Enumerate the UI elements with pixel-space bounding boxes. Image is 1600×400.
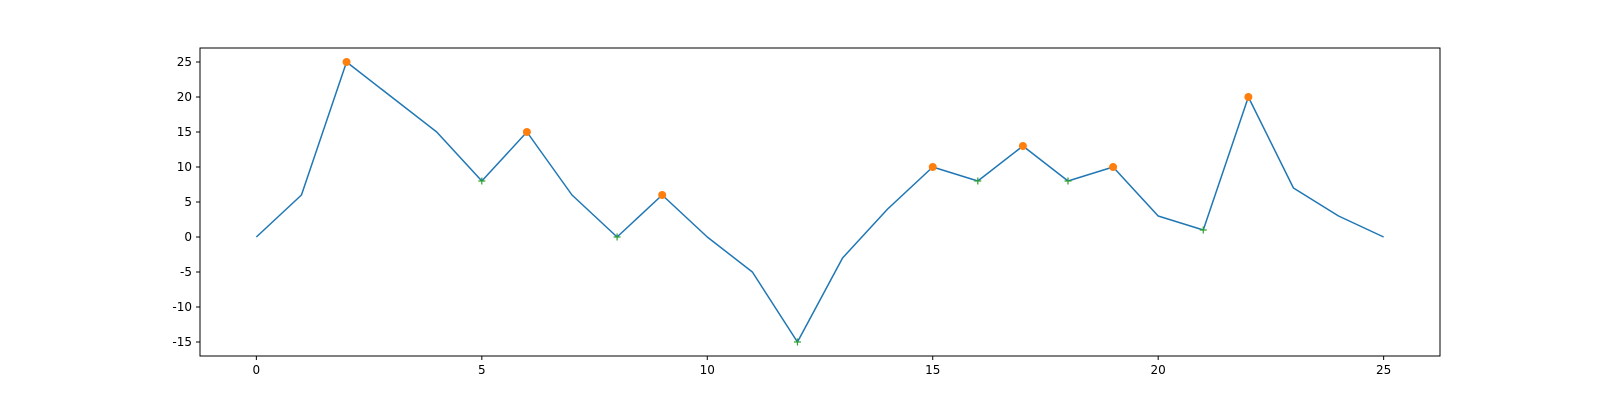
peak-marker <box>928 163 937 171</box>
valley-marker <box>478 177 486 185</box>
valley-marker <box>974 177 982 185</box>
valley-marker <box>1064 177 1072 185</box>
plot-area <box>199 47 1441 357</box>
y-tick-label: -15 <box>172 335 192 349</box>
y-tick-label: 15 <box>177 125 192 139</box>
y-tick-label: -10 <box>172 300 192 314</box>
y-tick-label: 10 <box>177 160 192 174</box>
y-tick-label: 20 <box>177 90 192 104</box>
peak-marker <box>342 58 351 66</box>
x-tick-label: 0 <box>253 363 261 377</box>
y-tick-label: 0 <box>184 230 192 244</box>
x-tick-label: 15 <box>925 363 940 377</box>
series-line <box>255 61 1384 343</box>
x-tick-label: 5 <box>478 363 486 377</box>
peak-marker <box>658 191 667 199</box>
series-markers-layer <box>342 58 1253 346</box>
peak-marker <box>1244 93 1253 101</box>
valley-marker <box>613 233 621 241</box>
peak-marker <box>1109 163 1118 171</box>
y-tick-label: -5 <box>180 265 192 279</box>
valley-marker <box>1199 226 1207 234</box>
x-tick-label: 25 <box>1376 363 1391 377</box>
x-tick-label: 20 <box>1151 363 1166 377</box>
peak-marker <box>1018 142 1027 150</box>
series-line-layer <box>255 61 1384 343</box>
axis-ticks: 0 5 10 15 20 25 -15 -10 -5 0 5 10 15 20 25 <box>172 55 1391 377</box>
y-tick-label: 5 <box>184 195 192 209</box>
y-tick-label: 25 <box>177 55 192 69</box>
peak-marker <box>522 128 531 136</box>
x-tick-label: 10 <box>700 363 715 377</box>
valley-marker <box>793 338 801 346</box>
